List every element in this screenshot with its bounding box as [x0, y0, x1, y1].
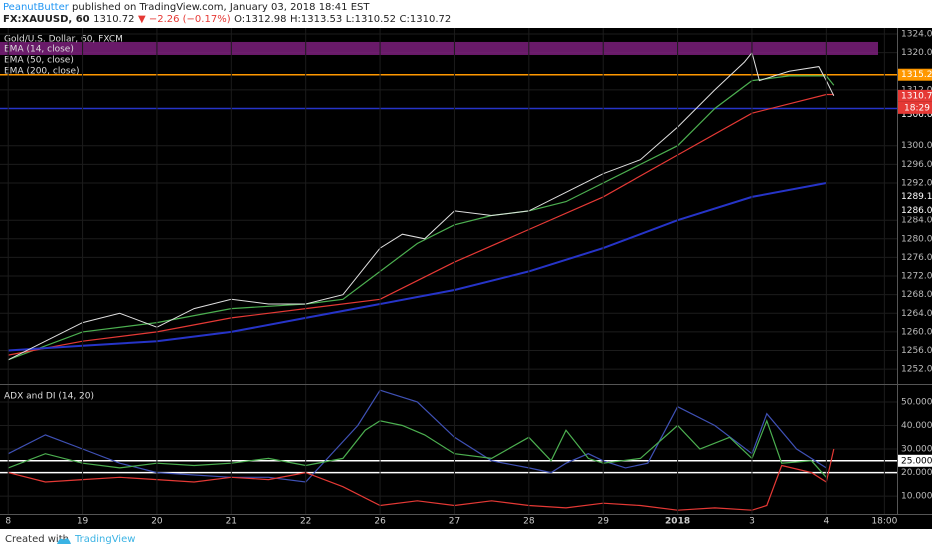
price-marker: [898, 204, 932, 217]
x-tick-label: 4: [823, 517, 829, 527]
y-tick-label: 1284.00: [901, 216, 932, 226]
footer: Created with TradingView: [0, 530, 932, 550]
plot-area: [0, 389, 897, 511]
legend-entry: EMA (200, close): [4, 67, 80, 77]
x-tick-label: 22: [300, 517, 311, 527]
x-tick-label: 18:00: [871, 517, 897, 527]
y-tick-label: 1300.00: [901, 141, 932, 151]
header: PeanutButter published on TradingView.co…: [0, 0, 932, 28]
y-tick-label: 1320.00: [901, 48, 932, 58]
change-value: −2.26 (−0.17%): [148, 14, 231, 25]
x-tick-label: 28: [523, 517, 535, 527]
y-tick-label: 1264.00: [901, 309, 932, 319]
y-tick-label: 1296.00: [901, 160, 932, 170]
price-line: [7, 51, 835, 361]
x-tick-label: 19: [77, 517, 89, 527]
y-tick-label: 50.0000: [901, 397, 932, 407]
price-marker-label: 1315.26: [901, 70, 932, 80]
y-tick-label: 1272.00: [901, 272, 932, 282]
price-marker-label: 1306.69: [901, 110, 932, 120]
y-tick-label: 1280.00: [901, 234, 932, 244]
price-marker-label: 1310.72: [901, 91, 932, 101]
y-tick-label: 1268.00: [901, 290, 932, 300]
x-tick-label: 8: [5, 517, 11, 527]
price-marker: [898, 190, 932, 203]
countdown-box: [898, 101, 932, 114]
price-marker-label: 1289.10: [901, 192, 932, 202]
price-marker: [898, 68, 932, 81]
published: published on TradingView.com, January 03…: [72, 2, 370, 13]
x-tick-label: 27: [449, 517, 460, 527]
high: H:1313.53: [290, 14, 343, 25]
created-with: Created with: [5, 534, 69, 545]
x-tick-label: 21: [226, 517, 237, 527]
low: L:1310.52: [345, 14, 397, 25]
last: 1310.72: [93, 14, 135, 25]
price-marker-label: 1286.06: [901, 206, 932, 216]
series-line: [8, 448, 835, 511]
x-tick-label: 20: [151, 517, 163, 527]
zone: [0, 41, 878, 55]
y-tick-label: 10.0000: [901, 492, 932, 502]
legend-entry: EMA (14, close): [4, 45, 74, 55]
y-tick-label: 1256.00: [901, 346, 932, 356]
panel-title: Gold/U.S. Dollar, 60, FXCM: [4, 35, 123, 45]
x-tick-label: 29: [597, 517, 609, 527]
logo: [57, 538, 71, 544]
close: C:1310.72: [399, 14, 452, 25]
brand[interactable]: TradingView: [75, 534, 136, 545]
publish-line: PeanutButter published on TradingView.co…: [3, 2, 369, 13]
x-tick-label: 2018: [665, 517, 690, 527]
y-tick-label: 1292.00: [901, 178, 932, 188]
quote-line: FX:XAUUSD, 60 1310.72 ▼ −2.26 (−0.17%) O…: [3, 14, 451, 25]
chart-background: [0, 28, 932, 529]
series-line: [8, 182, 827, 352]
y-tick-label: 1260.00: [901, 327, 932, 337]
open: O:1312.98: [234, 14, 287, 25]
y-tick-label: 20.0000: [901, 468, 932, 478]
legend-entry: EMA (50, close): [4, 56, 74, 66]
countdown: 18:29: [904, 103, 930, 113]
y-tick-label: 40.0000: [901, 421, 932, 431]
panel-title: ADX and DI (14, 20): [4, 392, 94, 402]
y-tick-label: 1324.00: [901, 30, 932, 40]
series-line: [7, 389, 827, 483]
x-tick-label: 26: [374, 517, 386, 527]
y-tick-label: 30.0000: [901, 445, 932, 455]
series-line: [7, 419, 827, 478]
price-marker-label: 25.0000: [901, 456, 932, 466]
change: ▼ −2.26 (−0.17%): [137, 14, 231, 25]
price-marker: [898, 454, 932, 467]
chart: 1252.00 1256.00 1260.00 1264.00 1268.00 1272.…: [0, 28, 932, 529]
symbol: FX:XAUUSD, 60: [3, 14, 90, 25]
x-tick-label: 3: [749, 517, 755, 527]
author[interactable]: PeanutButter: [3, 2, 69, 13]
plot-area: [0, 33, 897, 370]
y-tick-label: 1252.00: [901, 365, 932, 375]
price-marker: [898, 89, 932, 102]
y-tick-label: 1276.00: [901, 253, 932, 263]
